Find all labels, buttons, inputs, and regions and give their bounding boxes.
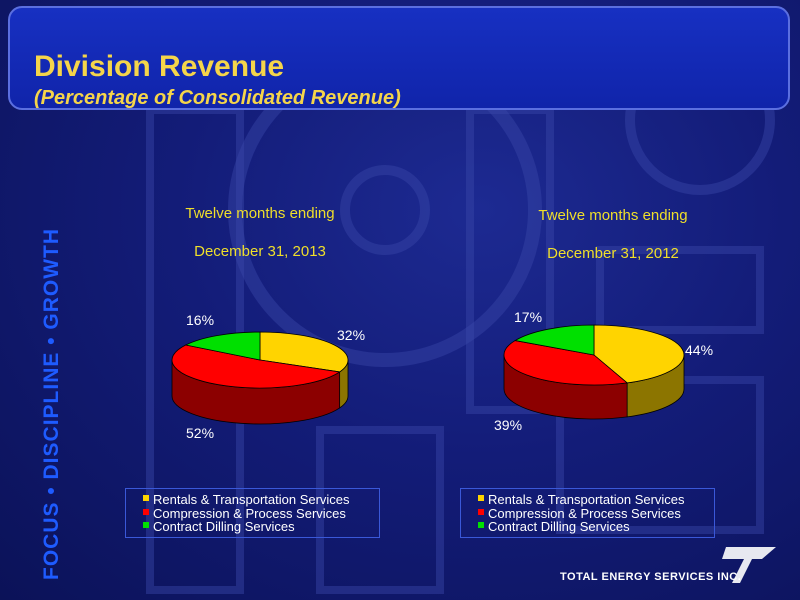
legend-swatch-drilling: [478, 522, 484, 528]
pie-slice-compression: [171, 344, 341, 389]
legend-swatch-rentals: [143, 495, 149, 501]
chart1-label-compression: 52%: [186, 425, 215, 441]
pie-slice-rentals: [593, 324, 685, 384]
legend-item-drilling: Contract Dilling Services: [143, 519, 295, 534]
legend-label: Compression & Process Services: [488, 506, 681, 521]
chart2-title-line2: December 31, 2012: [547, 245, 679, 262]
legend-item-rentals: Rentals & Transportation Services: [143, 492, 350, 507]
title-banner: [8, 6, 790, 110]
legend-item-compression: Compression & Process Services: [143, 506, 346, 521]
chart1-title-line2: December 31, 2013: [194, 243, 326, 260]
chart2-label-compression: 39%: [494, 417, 523, 433]
legend-swatch-drilling: [143, 522, 149, 528]
chart1-legend: Rentals & Transportation Services Compre…: [125, 488, 380, 538]
legend-label: Rentals & Transportation Services: [153, 492, 350, 507]
chart1-label-rentals: 32%: [337, 327, 366, 343]
chart2-label-rentals: 44%: [685, 342, 714, 358]
legend-label: Contract Dilling Services: [153, 519, 295, 534]
company-logo: [722, 547, 776, 583]
pie-slice-rentals: [259, 331, 349, 373]
chart1-title-line1: Twelve months ending: [185, 205, 335, 222]
legend-label: Compression & Process Services: [153, 506, 346, 521]
chart2-title-line1: Twelve months ending: [538, 207, 688, 224]
legend-swatch-rentals: [478, 495, 484, 501]
pie-slice-drilling: [514, 324, 595, 356]
pie-slice-compression: [503, 340, 629, 386]
pie-slice-drilling: [184, 331, 261, 361]
page-subtitle: (Percentage of Consolidated Revenue): [34, 87, 401, 109]
legend-item-drilling: Contract Dilling Services: [478, 519, 630, 534]
legend-swatch-compression: [143, 509, 149, 515]
legend-item-compression: Compression & Process Services: [478, 506, 681, 521]
legend-label: Rentals & Transportation Services: [488, 492, 685, 507]
chart2-legend: Rentals & Transportation Services Compre…: [460, 488, 715, 538]
legend-label: Contract Dilling Services: [488, 519, 630, 534]
legend-item-rentals: Rentals & Transportation Services: [478, 492, 685, 507]
chart2-label-drilling: 17%: [514, 309, 543, 325]
chart1-label-drilling: 16%: [186, 312, 215, 328]
company-name: TOTAL ENERGY SERVICES INC.: [560, 571, 742, 583]
page-title: Division Revenue: [34, 50, 285, 83]
legend-swatch-compression: [478, 509, 484, 515]
